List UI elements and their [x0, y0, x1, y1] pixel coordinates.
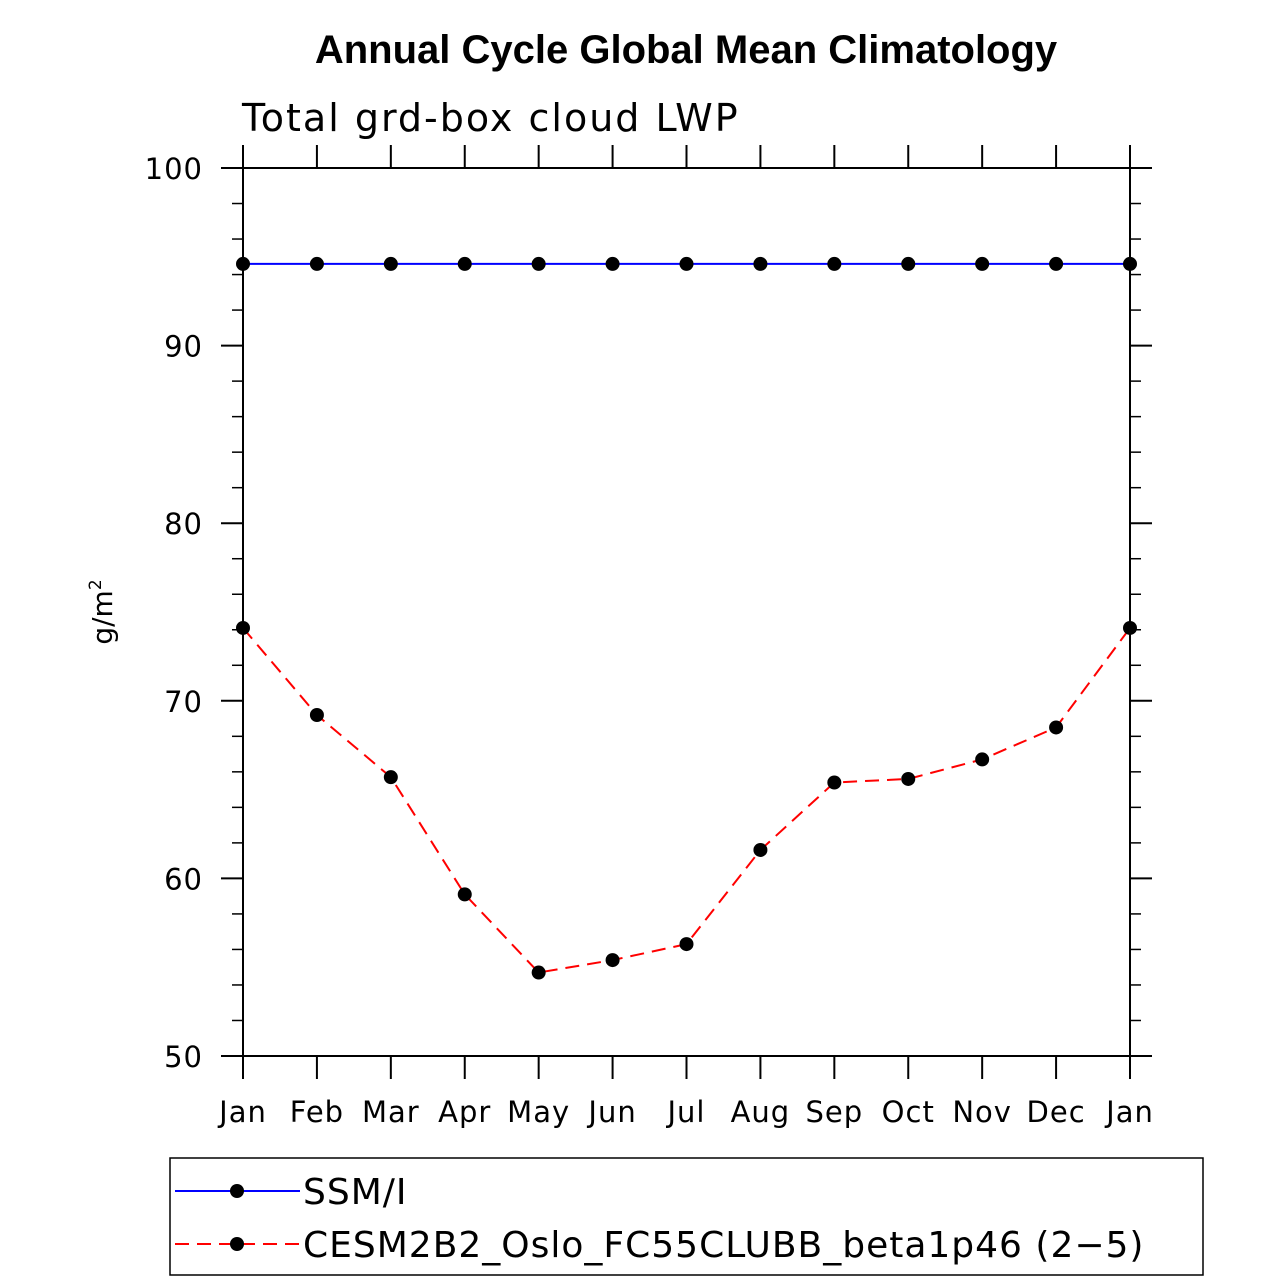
legend-box [169, 1157, 1204, 1276]
x-tick-label: Oct [882, 1095, 935, 1129]
x-tick-label: Apr [438, 1095, 491, 1129]
data-point-series-0 [827, 256, 842, 271]
series-line-1 [242, 627, 1131, 974]
data-point-series-1 [605, 953, 620, 968]
data-point-series-0 [679, 256, 694, 271]
data-point-series-1 [309, 708, 324, 723]
data-point-series-0 [1123, 256, 1137, 271]
data-point-series-0 [605, 256, 620, 271]
y-axis-label-superscript: 2 [86, 579, 106, 590]
chart-subtitle: Total grd-box cloud LWP [241, 96, 740, 140]
y-tick-label: 80 [164, 507, 203, 541]
x-tick-label: Mar [362, 1095, 420, 1129]
legend: SSM/I CESM2B2_Oslo_FC55CLUBB_beta1p46 (2−… [169, 1157, 1204, 1276]
data-point-series-1 [827, 775, 842, 790]
data-point-series-0 [1049, 256, 1064, 271]
data-point-series-0 [457, 256, 472, 271]
data-point-series-1 [236, 620, 250, 635]
legend-label-0: SSM/I [303, 1172, 408, 1213]
svg-text:g/m2: g/m2 [86, 579, 119, 644]
data-point-series-0 [901, 256, 916, 271]
x-tick-label: Sep [805, 1095, 863, 1129]
data-point-series-1 [679, 937, 694, 952]
y-tick-label: 90 [164, 330, 203, 364]
plot-frame [242, 167, 1131, 1057]
data-point-series-1 [901, 771, 916, 786]
data-point-series-1 [531, 965, 546, 980]
data-point-series-0 [975, 256, 990, 271]
x-tick-label: May [507, 1095, 570, 1129]
legend-marker-1 [230, 1237, 244, 1251]
legend-marker-0 [230, 1184, 244, 1198]
data-point-series-0 [753, 256, 768, 271]
x-tick-label: Dec [1027, 1095, 1086, 1129]
data-point-series-1 [975, 752, 990, 767]
data-point-series-1 [1049, 720, 1064, 735]
legend-label-1: CESM2B2_Oslo_FC55CLUBB_beta1p46 (2−5) [303, 1225, 1144, 1266]
x-tick-label: Nov [952, 1095, 1012, 1129]
y-tick-label: 60 [164, 862, 203, 896]
data-point-series-0 [309, 256, 324, 271]
series-layer [236, 256, 1137, 980]
y-tick-label: 100 [145, 152, 203, 186]
data-point-series-0 [236, 256, 250, 271]
plot-area: Jan Feb Mar Apr May Jun Jul Aug Sep Oct Nov Dec Jan 5… [145, 145, 1154, 1129]
x-tick-label: Jun [586, 1095, 636, 1129]
x-tick-label: Feb [290, 1095, 344, 1129]
y-tick-label: 50 [164, 1040, 203, 1074]
chart-title: Annual Cycle Global Mean Climatology [315, 28, 1058, 72]
data-point-series-1 [383, 770, 398, 785]
data-point-series-0 [531, 256, 546, 271]
x-tick-label: Jan [217, 1095, 267, 1129]
y-axis-label-text: g/m [86, 590, 119, 644]
x-tick-label: Jan [1104, 1095, 1154, 1129]
y-axis-label: g/m2 [86, 579, 119, 644]
x-tick-label: Jul [666, 1095, 706, 1129]
data-point-series-1 [457, 887, 472, 902]
data-point-series-0 [383, 256, 398, 271]
x-tick-label: Aug [731, 1095, 791, 1129]
data-point-series-1 [753, 842, 768, 857]
y-tick-label: 70 [164, 685, 203, 719]
data-point-series-1 [1123, 620, 1137, 635]
